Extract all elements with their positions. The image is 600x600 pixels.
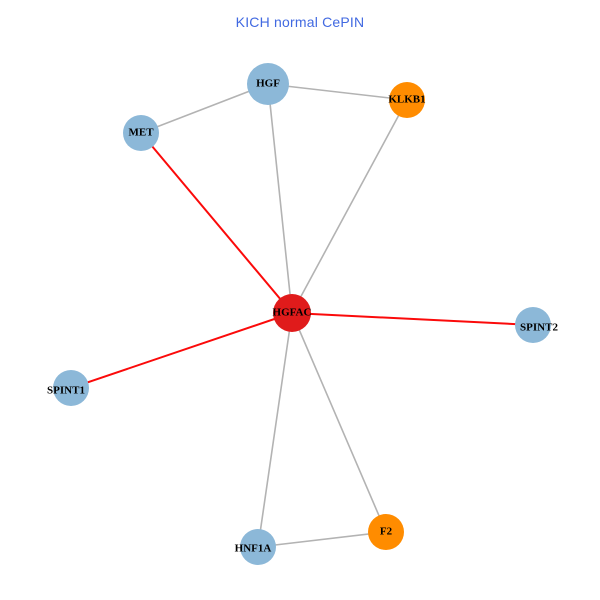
node-circle-klkb1[interactable]	[389, 82, 425, 118]
graph-edge-hgfac-f2[interactable]	[291, 312, 387, 533]
graph-edge-met-hgfac[interactable]	[140, 132, 293, 314]
graph-node-spint2[interactable]: SPINT2	[515, 307, 558, 343]
graph-edge-hgfac-spint2[interactable]	[291, 312, 534, 326]
node-label-spint1: SPINT1	[47, 385, 85, 397]
graph-node-spint1[interactable]: SPINT1	[47, 370, 89, 406]
node-layer: HGF KLKB1 MET HGFAC SPINT2 SPINT1 F2 HNF1A	[47, 63, 558, 565]
graph-edge-met-hgf[interactable]	[140, 83, 269, 134]
graph-node-hgf[interactable]: HGF	[247, 63, 289, 105]
graph-edge-hgf-klkb1[interactable]	[267, 83, 408, 101]
node-label-hgf: HGF	[256, 78, 280, 90]
node-circle-f2[interactable]	[368, 514, 404, 550]
graph-node-hgfac[interactable]: HGFAC	[273, 294, 312, 332]
node-label-klkb1: KLKB1	[388, 94, 425, 106]
graph-node-hnf1a[interactable]: HNF1A	[235, 529, 276, 565]
node-circle-hgfac[interactable]	[273, 294, 311, 332]
node-label-hgfac: HGFAC	[273, 307, 312, 319]
node-label-hnf1a: HNF1A	[235, 543, 272, 555]
graph-edge-hnf1a-f2[interactable]	[257, 531, 387, 548]
node-label-met: MET	[128, 127, 154, 139]
edge-layer	[70, 83, 534, 548]
graph-edge-klkb1-hgfac[interactable]	[291, 99, 408, 314]
node-circle-spint2[interactable]	[515, 307, 551, 343]
graph-edge-hgfac-spint1[interactable]	[70, 312, 293, 389]
node-circle-hgf[interactable]	[247, 63, 289, 105]
node-label-f2: F2	[380, 526, 393, 538]
node-circle-spint1[interactable]	[53, 370, 89, 406]
graph-node-klkb1[interactable]: KLKB1	[388, 82, 426, 118]
node-label-spint2: SPINT2	[520, 322, 558, 334]
graph-edge-hgfac-hnf1a[interactable]	[257, 312, 293, 548]
graph-node-f2[interactable]: F2	[368, 514, 404, 550]
graph-edge-hgf-hgfac[interactable]	[267, 83, 293, 314]
page-title: KICH normal CePIN	[235, 14, 365, 30]
node-circle-hnf1a[interactable]	[240, 529, 276, 565]
graph-node-met[interactable]: MET	[123, 115, 159, 151]
node-circle-met[interactable]	[123, 115, 159, 151]
